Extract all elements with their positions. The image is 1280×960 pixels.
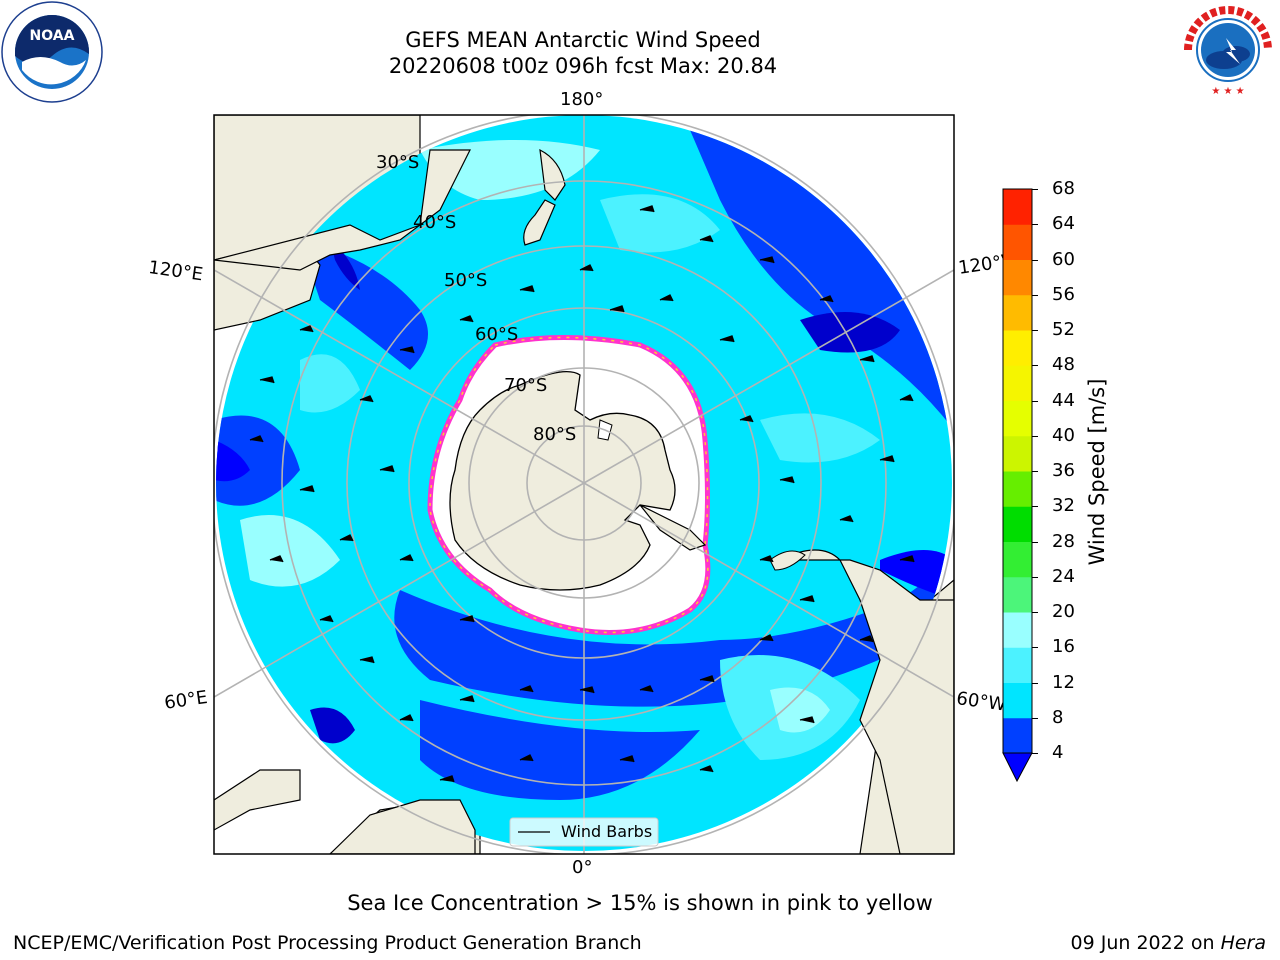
lat-label-80s: 80°S — [533, 424, 577, 445]
colorbar-segment — [1003, 189, 1032, 225]
colorbar-tick-mark — [1032, 506, 1038, 508]
colorbar-tick-mark — [1032, 471, 1038, 472]
noaa-logo: NOAA — [1, 1, 103, 103]
colorbar-segment — [1003, 612, 1032, 648]
colorbar-segment — [1003, 471, 1032, 507]
footer-date-text: 09 Jun 2022 on — [1070, 932, 1221, 954]
chart-title: GEFS MEAN Antarctic Wind Speed — [405, 28, 761, 52]
colorbar-tick-label: 32 — [1052, 495, 1075, 517]
colorbar-segment — [1003, 365, 1032, 401]
colorbar-segment — [1003, 259, 1032, 296]
noaa-logo-text: NOAA — [30, 28, 75, 44]
colorbar-tick-label: 4 — [1052, 742, 1064, 763]
footer-machine: Hera — [1220, 932, 1266, 954]
colorbar-tick-mark — [1032, 612, 1038, 613]
lat-label-60s: 60°S — [475, 324, 519, 345]
colorbar-tick-mark — [1032, 400, 1038, 402]
colorbar-tick-label: 44 — [1052, 389, 1075, 411]
colorbar-segment — [1003, 435, 1032, 472]
colorbar-segment — [1003, 576, 1032, 613]
nws-logo: ★ ★ ★ — [1182, 4, 1274, 97]
colorbar-tick-mark — [1032, 365, 1038, 367]
colorbar-tick-label: 8 — [1052, 706, 1064, 728]
colorbar-tick-label: 56 — [1052, 283, 1075, 305]
legend-label: Wind Barbs — [561, 822, 653, 841]
new-zealand-land — [539, 148, 566, 201]
colorbar-tick-label: 24 — [1052, 565, 1075, 587]
colorbar-segment — [1003, 717, 1032, 754]
madagascar-land — [214, 769, 301, 831]
antarctica-land — [449, 371, 676, 591]
colorbar-tick-label: 52 — [1052, 319, 1075, 340]
colorbar-segment — [1003, 682, 1032, 719]
sea-ice-note: Sea Ice Concentration > 15% is shown in … — [347, 891, 933, 915]
colorbar-tick-mark — [1032, 753, 1038, 754]
colorbar-segment — [1003, 330, 1032, 366]
colorbar-tick-label: 12 — [1052, 671, 1075, 693]
colorbar-tick-mark — [1032, 717, 1038, 719]
colorbar-tick-mark — [1032, 435, 1038, 437]
colorbar-tick-label: 16 — [1052, 636, 1075, 658]
colorbar — [1002, 188, 1033, 783]
colorbar-segment — [1003, 541, 1032, 578]
colorbar-segment — [1003, 400, 1032, 437]
lat-label-30s: 30°S — [376, 152, 420, 173]
colorbar-tick-label: 28 — [1052, 530, 1075, 552]
colorbar-tick-label: 40 — [1052, 424, 1075, 446]
lat-label-40s: 40°S — [413, 212, 457, 233]
colorbar-segment — [1003, 506, 1032, 542]
lat-label-70s: 70°S — [504, 375, 548, 396]
colorbar-tick-label: 20 — [1052, 601, 1075, 622]
colorbar-extend — [1002, 752, 1033, 783]
colorbar-tick-mark — [1032, 647, 1038, 649]
wind-barbs — [249, 205, 915, 783]
lon-label-bottom: 0° — [572, 857, 593, 878]
colorbar-tick-mark — [1032, 224, 1038, 226]
footer-date: 09 Jun 2022 on Hera — [1071, 932, 1266, 954]
colorbar-tick-label: 60 — [1052, 248, 1075, 270]
colorbar-tick-mark — [1032, 259, 1038, 261]
colorbar-tick-mark — [1032, 330, 1038, 331]
lat-label-50s: 50°S — [444, 270, 488, 291]
colorbar-tick-label: 48 — [1052, 354, 1075, 376]
colorbar-tick-mark — [1032, 576, 1038, 578]
colorbar-tick-label: 68 — [1052, 178, 1075, 199]
colorbar-tick-label: 36 — [1052, 460, 1075, 481]
footer-credit: NCEP/EMC/Verification Post Processing Pr… — [13, 932, 642, 954]
colorbar-segment — [1003, 224, 1032, 260]
longitude-gridlines — [214, 115, 954, 854]
chart-subtitle: 20220608 t00z 096h fcst Max: 20.84 — [388, 54, 778, 78]
lon-label-top: 180° — [560, 89, 604, 110]
colorbar-tick-mark — [1032, 294, 1038, 296]
legend-box — [509, 817, 659, 847]
map-frame — [213, 114, 955, 855]
colorbar-tick-mark — [1032, 189, 1038, 190]
colorbar-tick-mark — [1032, 682, 1038, 684]
colorbar-label: Wind Speed [m/s] — [1085, 378, 1109, 566]
svg-text:★ ★ ★: ★ ★ ★ — [1211, 86, 1244, 97]
colorbar-segment — [1003, 294, 1032, 331]
colorbar-segment — [1003, 647, 1032, 683]
colorbar-tick-label: 64 — [1052, 213, 1075, 235]
colorbar-tick-mark — [1032, 541, 1038, 543]
